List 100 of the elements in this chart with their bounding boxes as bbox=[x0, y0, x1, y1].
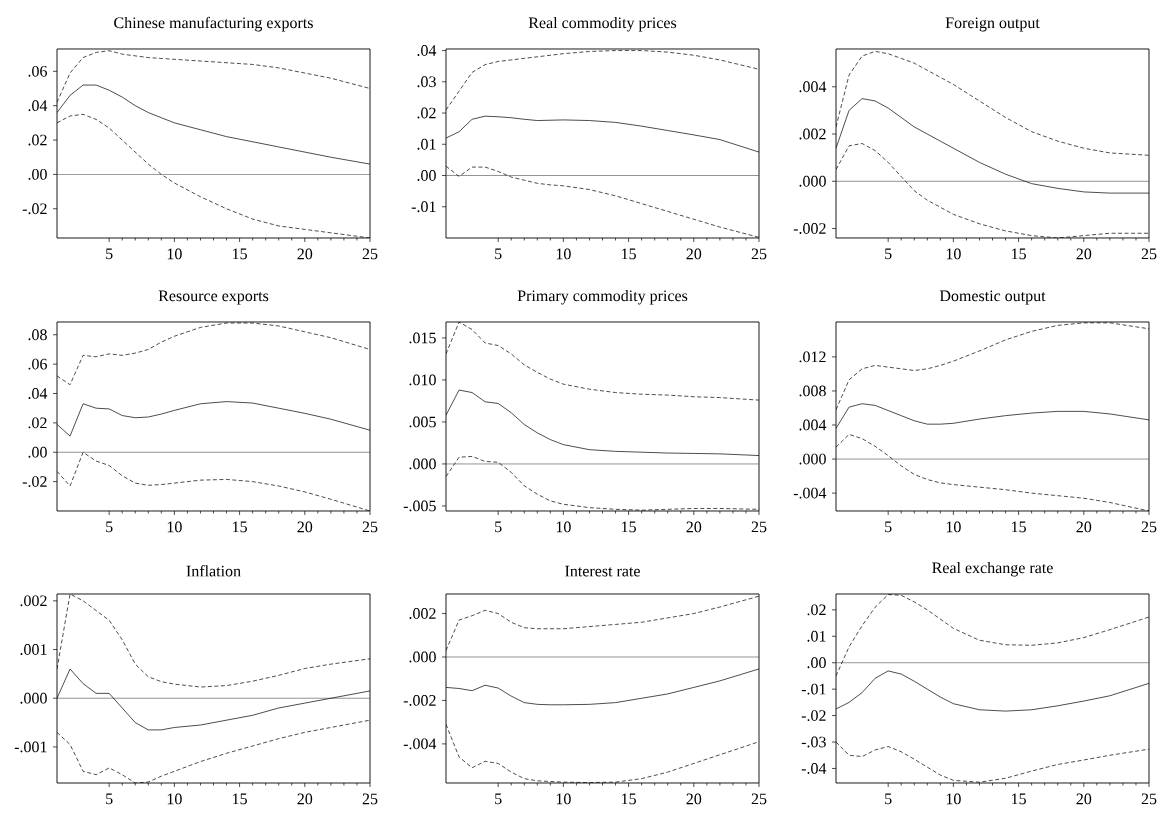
y-tick-label: -.002 bbox=[403, 695, 436, 706]
x-tick-label: 5 bbox=[885, 793, 892, 805]
y-tick-label: .00 bbox=[807, 657, 826, 669]
y-tick-label: -.02 bbox=[22, 203, 47, 215]
x-tick-label: 20 bbox=[686, 521, 702, 533]
x-tick-label: 10 bbox=[946, 793, 961, 805]
x-tick-label: 25 bbox=[1141, 521, 1157, 533]
x-tick-label: 10 bbox=[556, 793, 571, 805]
y-tick-label: -.01 bbox=[801, 683, 826, 695]
y-tick-label: .08 bbox=[28, 329, 47, 341]
y-tick-label: .02 bbox=[28, 417, 47, 429]
y-tick-label: .012 bbox=[799, 351, 826, 363]
x-tick-label: 25 bbox=[1141, 793, 1157, 805]
x-tick-label: 15 bbox=[1012, 521, 1026, 533]
chart-title: Chinese manufacturing exports bbox=[114, 16, 313, 32]
y-tick-label: .04 bbox=[28, 388, 48, 399]
x-tick-label: 5 bbox=[885, 521, 892, 533]
y-tick-label: .00 bbox=[28, 168, 47, 180]
y-tick-label: -.002 bbox=[793, 223, 826, 234]
x-tick-label: 15 bbox=[232, 248, 247, 260]
y-tick-label: -.01 bbox=[411, 201, 436, 213]
x-tick-label: 5 bbox=[495, 248, 502, 260]
chart-title: Primary commodity prices bbox=[517, 289, 688, 305]
y-tick-label: -.004 bbox=[403, 738, 437, 750]
x-tick-label: 25 bbox=[1141, 248, 1157, 260]
y-tick-label: .000 bbox=[799, 453, 826, 465]
x-tick-label: 5 bbox=[106, 793, 113, 805]
y-tick-label: .015 bbox=[409, 332, 436, 344]
x-tick-label: 5 bbox=[495, 521, 502, 533]
chart-title: Domestic output bbox=[939, 290, 1046, 305]
x-tick-label: 15 bbox=[232, 521, 247, 533]
y-tick-label: .00 bbox=[417, 170, 436, 181]
y-tick-label: .002 bbox=[799, 128, 826, 140]
x-tick-label: 10 bbox=[556, 248, 571, 260]
y-tick-label: .004 bbox=[799, 81, 827, 93]
x-tick-label: 15 bbox=[1012, 793, 1026, 805]
y-tick-label: .06 bbox=[28, 358, 47, 370]
chart-title: Real commodity prices bbox=[528, 16, 677, 32]
y-tick-label: -.03 bbox=[801, 736, 826, 748]
x-tick-label: 25 bbox=[362, 248, 378, 260]
x-tick-label: 5 bbox=[495, 793, 502, 805]
chart-title: Inflation bbox=[186, 565, 241, 577]
x-tick-label: 15 bbox=[622, 793, 636, 805]
y-tick-label: .06 bbox=[28, 65, 47, 77]
y-tick-label: .000 bbox=[409, 651, 436, 663]
x-tick-label: 25 bbox=[362, 521, 378, 533]
x-tick-label: 20 bbox=[686, 248, 702, 260]
x-tick-label: 10 bbox=[167, 248, 182, 260]
y-tick-label: -.005 bbox=[403, 500, 436, 512]
y-tick-label: .02 bbox=[28, 134, 47, 146]
x-tick-label: 10 bbox=[946, 248, 961, 260]
y-tick-label: .004 bbox=[799, 419, 827, 431]
y-tick-label: .00 bbox=[28, 446, 47, 458]
y-tick-label: .02 bbox=[417, 107, 436, 119]
x-tick-label: 15 bbox=[622, 521, 636, 533]
x-tick-label: 10 bbox=[946, 521, 961, 533]
y-tick-label: .000 bbox=[799, 175, 826, 187]
x-tick-label: 5 bbox=[106, 521, 113, 533]
x-tick-label: 20 bbox=[1076, 521, 1092, 533]
y-tick-label: -.02 bbox=[801, 710, 826, 722]
y-tick-label: -.04 bbox=[801, 763, 827, 774]
y-tick-label: .01 bbox=[417, 138, 436, 150]
x-tick-label: 20 bbox=[1076, 248, 1092, 260]
x-tick-label: 20 bbox=[1076, 793, 1092, 805]
y-tick-label: .04 bbox=[417, 45, 437, 56]
y-tick-label: .000 bbox=[20, 692, 47, 704]
chart-title: Real exchange rate bbox=[932, 561, 1053, 577]
x-tick-label: 15 bbox=[622, 248, 636, 260]
y-tick-label: .002 bbox=[20, 595, 47, 607]
chart-title: Foreign output bbox=[945, 17, 1040, 32]
x-tick-label: 5 bbox=[885, 248, 892, 260]
x-tick-label: 25 bbox=[362, 793, 378, 805]
y-tick-label: .03 bbox=[417, 76, 436, 88]
y-tick-label: -.02 bbox=[22, 476, 47, 488]
y-tick-label: .001 bbox=[20, 644, 47, 655]
x-tick-label: 10 bbox=[556, 521, 571, 533]
x-tick-label: 25 bbox=[751, 521, 767, 533]
x-tick-label: 25 bbox=[751, 248, 767, 260]
chart-title: Interest rate bbox=[565, 565, 640, 577]
x-tick-label: 25 bbox=[751, 793, 767, 805]
x-tick-label: 20 bbox=[686, 793, 702, 805]
y-tick-label: .01 bbox=[807, 630, 826, 642]
x-tick-label: 20 bbox=[297, 248, 313, 260]
x-tick-label: 20 bbox=[297, 793, 313, 805]
x-tick-label: 15 bbox=[1012, 248, 1026, 260]
y-tick-label: .002 bbox=[409, 608, 436, 619]
chart-title: Resource exports bbox=[158, 290, 269, 305]
y-tick-label: .005 bbox=[409, 416, 436, 428]
y-tick-label: .02 bbox=[807, 604, 826, 616]
y-tick-label: .010 bbox=[409, 374, 436, 386]
y-tick-label: .04 bbox=[28, 100, 48, 112]
x-tick-label: 20 bbox=[297, 521, 313, 533]
y-tick-label: .008 bbox=[799, 385, 826, 397]
x-tick-label: 5 bbox=[106, 248, 113, 260]
x-tick-label: 15 bbox=[232, 793, 247, 805]
x-tick-label: 10 bbox=[167, 521, 182, 533]
y-tick-label: -.001 bbox=[14, 741, 47, 753]
y-tick-label: -.004 bbox=[793, 487, 827, 499]
x-tick-label: 10 bbox=[167, 793, 182, 805]
y-tick-label: .000 bbox=[409, 458, 436, 470]
